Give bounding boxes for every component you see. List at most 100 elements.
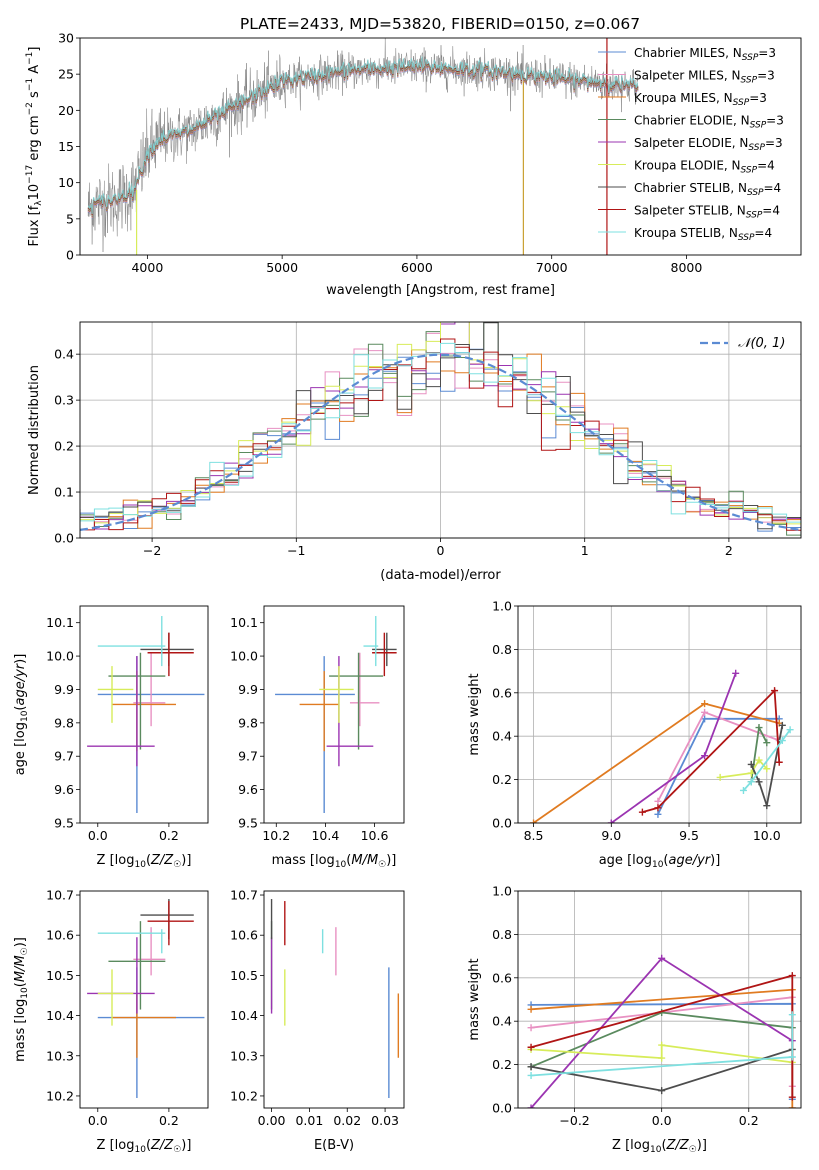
weight-lines bbox=[527, 954, 796, 1108]
legend-subscript: SSP bbox=[741, 166, 758, 176]
y-tick-label: 0.2 bbox=[492, 1057, 512, 1072]
legend-suffix: =4 bbox=[762, 204, 780, 218]
sup: −1 bbox=[25, 52, 35, 65]
label-part: Z/Z bbox=[666, 1138, 690, 1153]
legend-suffix: =3 bbox=[758, 46, 776, 60]
label-part: )] bbox=[13, 654, 28, 664]
errorbar-marks bbox=[270, 899, 400, 1098]
y-axis-label: Normed distribution bbox=[27, 365, 42, 495]
legend-subscript: SSP bbox=[742, 53, 759, 63]
model-spectrum-line bbox=[87, 56, 639, 215]
label-part: ☉ bbox=[689, 1145, 697, 1155]
y-tick-label: 0.6 bbox=[492, 970, 512, 985]
label-part: )] bbox=[181, 853, 191, 868]
axes-frame bbox=[79, 321, 802, 539]
weight-point-marker bbox=[739, 786, 747, 794]
x-tick-label: 4000 bbox=[131, 260, 163, 275]
label-part: Z [log bbox=[97, 1138, 135, 1153]
y-tick-label: 9.9 bbox=[238, 682, 258, 697]
histogram-step-line bbox=[80, 342, 801, 533]
y-tick-label: 0.6 bbox=[492, 685, 512, 700]
axes-frame bbox=[79, 890, 209, 1109]
label-part: mass [log bbox=[13, 999, 28, 1062]
label-part: ( bbox=[346, 853, 351, 868]
weight-point-marker bbox=[747, 778, 755, 786]
x-tick-label: 0.03 bbox=[371, 1113, 399, 1128]
x-axis-label: mass [log10(M/M☉)] bbox=[272, 853, 397, 870]
x-tick-label: 0.02 bbox=[333, 1113, 361, 1128]
y-tick-label: 0 bbox=[66, 248, 74, 263]
y-tick-label: 9.9 bbox=[54, 682, 74, 697]
weight-point-marker bbox=[701, 700, 709, 708]
y-tick-label: 1.0 bbox=[492, 884, 512, 899]
axes-age_vs_mass: 10.2 10.4 10.6 9.5 9.6 9.7 9.8 9.9 10.0 10.1 mass … bbox=[230, 605, 405, 870]
axes-residuals: −2 −1 0 1 2 0.0 0.1 0.2 0.3 0.4 𝒩(0, 1) (data-model… bbox=[27, 321, 802, 583]
y-tick-label: 10.3 bbox=[46, 1048, 74, 1063]
y-tick-label: 10.4 bbox=[230, 1008, 258, 1023]
legend-entry: Chabrier STELIB, NSSP=4 bbox=[634, 181, 781, 198]
y-tick-label: 0.4 bbox=[492, 1014, 512, 1029]
weight-point-marker bbox=[763, 802, 771, 810]
x-axis-label: age [log10(age/yr)] bbox=[599, 853, 721, 870]
y-tick-label: 5 bbox=[66, 211, 74, 226]
sub: λ bbox=[34, 200, 44, 206]
x-tick-label: 9.5 bbox=[679, 828, 699, 843]
y-tick-label: 15 bbox=[58, 139, 74, 154]
label-part: ☉ bbox=[173, 1145, 181, 1155]
y-tick-label: 9.5 bbox=[238, 816, 258, 831]
legend-entry: Chabrier ELODIE, NSSP=3 bbox=[634, 114, 784, 131]
weight-point-marker bbox=[658, 954, 666, 962]
label-part: 10 bbox=[134, 860, 146, 870]
x-tick-label: 8000 bbox=[671, 260, 703, 275]
axes-spectrum: 4000 5000 6000 7000 8000 0 5 10 15 20 25 30 Chabrier… bbox=[25, 31, 802, 298]
weight-point-marker bbox=[701, 715, 709, 723]
weight-point-marker bbox=[527, 1071, 535, 1079]
label-part: E(B-V) bbox=[314, 1138, 354, 1153]
axes-weight_vs_age: 8.5 9.0 9.5 10.0 0.0 0.2 0.4 0.6 0.8 1.0 age [log1… bbox=[467, 599, 802, 870]
weight-point-marker bbox=[607, 819, 615, 823]
label-part: )] bbox=[697, 1138, 707, 1153]
weight-point-marker bbox=[658, 1054, 666, 1062]
x-tick-label: 0.0 bbox=[88, 828, 108, 843]
weight-point-marker bbox=[527, 1063, 535, 1071]
y-tick-label: 10 bbox=[58, 175, 74, 190]
label-part: Z [log bbox=[97, 853, 135, 868]
weight-point-marker bbox=[763, 739, 771, 747]
weight-point-marker bbox=[788, 1053, 796, 1061]
figure-title: PLATE=2433, MJD=53820, FIBERID=0150, z=0… bbox=[240, 15, 640, 33]
errorbar-marks bbox=[87, 899, 205, 1098]
y-tick-label: 10.1 bbox=[230, 615, 258, 630]
y-tick-label: 10.1 bbox=[46, 615, 74, 630]
weight-point-marker bbox=[755, 756, 763, 764]
x-tick-label: 10.2 bbox=[262, 828, 290, 843]
weight-point-marker bbox=[788, 972, 796, 980]
x-tick-label: 0.0 bbox=[652, 1113, 672, 1128]
y-tick-label: 10.0 bbox=[46, 649, 74, 664]
label-part: M/M bbox=[351, 853, 378, 868]
spectrum-legend: Chabrier MILES, NSSP=3 Salpeter MILES, NS… bbox=[598, 46, 784, 243]
weight-point-marker bbox=[527, 1104, 535, 1108]
y-tick-label: 20 bbox=[58, 103, 74, 118]
axes-mass_vs_EBV: 0.00 0.01 0.02 0.03 10.2 10.3 10.4 10.5 10.6 10.7… bbox=[230, 888, 405, 1153]
y-tick-label: 10.6 bbox=[230, 928, 258, 943]
y-axis-label: Flux [fλ10−17 erg cm−2 s−1 A−1] bbox=[25, 47, 44, 247]
y-tick-label: 0.4 bbox=[492, 729, 512, 744]
x-tick-label: 0.01 bbox=[295, 1113, 323, 1128]
label-part: Z/Z bbox=[150, 853, 174, 868]
weight-point-marker bbox=[788, 1093, 796, 1101]
y-tick-label: 0.3 bbox=[54, 393, 74, 408]
model-spectrum-line bbox=[87, 61, 639, 219]
label-part: Z [log bbox=[612, 1138, 650, 1153]
y-tick-label: 10.6 bbox=[46, 928, 74, 943]
y-tick-label: 10.5 bbox=[46, 968, 74, 983]
x-axis-label: Z [log10(Z/Z☉)] bbox=[97, 1138, 192, 1155]
label-part: mass [log bbox=[272, 853, 335, 868]
seg: erg cm bbox=[27, 115, 42, 164]
y-tick-label: 9.6 bbox=[238, 782, 258, 797]
x-tick-label: −0.2 bbox=[559, 1113, 589, 1128]
y-axis-label: mass [log10(M/M☉)] bbox=[13, 937, 30, 1062]
y-tick-label: 0.1 bbox=[54, 485, 74, 500]
weight-point-marker bbox=[788, 1104, 796, 1108]
label-part: M/M bbox=[13, 955, 28, 982]
weight-point-marker bbox=[788, 1011, 796, 1019]
